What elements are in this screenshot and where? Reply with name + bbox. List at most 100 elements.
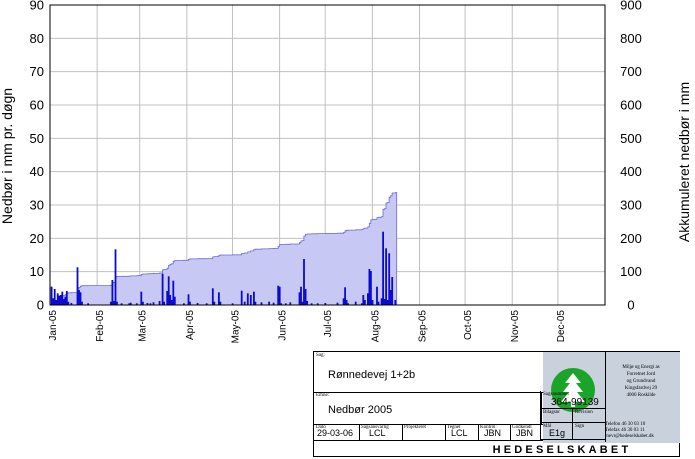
month-tick-label: Apr-05 bbox=[185, 310, 196, 340]
bar-day-139 bbox=[260, 302, 263, 305]
precipitation-chart: 0 10 20 30 40 50 60 70 80 90 0 100 200 300 400 500 600 7… bbox=[0, 0, 692, 344]
kontrol-value: JBN bbox=[484, 428, 502, 438]
bar-day-53 bbox=[129, 302, 132, 305]
y-tick-label: 60 bbox=[30, 98, 44, 113]
right-y-ticks: 0 100 200 300 400 500 600 700 800 900 bbox=[620, 0, 642, 313]
month-tick-label: Dec-05 bbox=[556, 310, 567, 343]
bar-day-112 bbox=[219, 301, 222, 305]
kontrol-cell: Kontrol JBN bbox=[478, 424, 510, 440]
bar-day-169 bbox=[306, 301, 308, 305]
bar-day-57 bbox=[135, 303, 138, 305]
bar-day-78 bbox=[167, 276, 170, 305]
company-contact: Telefon 46 30 03 10 Telefax 46 30 03 11 … bbox=[605, 422, 654, 439]
month-tick-label: Sep-05 bbox=[417, 310, 428, 343]
bar-day-5 bbox=[56, 293, 59, 305]
bar-day-212 bbox=[371, 300, 374, 305]
bar-day-82 bbox=[173, 296, 176, 305]
y2-tick-label: 800 bbox=[620, 31, 642, 46]
y-tick-label: 40 bbox=[30, 164, 44, 179]
month-tick-label: Aug-05 bbox=[370, 310, 381, 343]
bar-day-40 bbox=[110, 301, 112, 305]
bar-day-176 bbox=[316, 303, 319, 305]
bar-day-205 bbox=[360, 303, 363, 305]
bar-day-150 bbox=[277, 285, 280, 305]
bar-day-181 bbox=[324, 303, 327, 305]
sagsansvarlig-value: LCL bbox=[369, 428, 386, 438]
panel-divider bbox=[605, 351, 606, 442]
godkendt-cell: Godkendt JBN bbox=[510, 424, 543, 440]
bar-day-165 bbox=[300, 286, 302, 305]
maal-value: E1g bbox=[549, 428, 566, 438]
y2-tick-label: 300 bbox=[620, 198, 642, 213]
bar-day-130 bbox=[246, 293, 249, 305]
bar-day-103 bbox=[205, 303, 208, 305]
bar-day-72 bbox=[158, 301, 161, 305]
bar-day-210 bbox=[368, 269, 371, 305]
bilagsnr-label: Bilagsnr bbox=[543, 410, 560, 415]
bar-day-111 bbox=[218, 292, 220, 305]
month-tick-label: Nov-05 bbox=[510, 310, 521, 343]
bar-day-44 bbox=[116, 301, 118, 305]
left-y-ticks: 0 10 20 30 40 50 60 70 80 90 bbox=[30, 0, 44, 313]
month-tick-label: Oct-05 bbox=[463, 310, 474, 340]
title-block: Sag: Rønnedevej 1+2b Emne: Nedbør 2005 D… bbox=[313, 351, 680, 457]
bar-day-134 bbox=[253, 291, 255, 305]
bar-day-91 bbox=[187, 294, 190, 305]
bar-day-216 bbox=[377, 301, 380, 305]
bar-day-193 bbox=[342, 298, 345, 305]
bar-day-211 bbox=[370, 271, 372, 305]
maal-label: Mål bbox=[543, 424, 552, 429]
bar-day-207 bbox=[364, 300, 366, 305]
emne-label: Emne: bbox=[316, 393, 330, 398]
sag-cell: Sag: Rønnedevej 1+2b bbox=[314, 352, 543, 392]
emne-value: Nedbør 2005 bbox=[328, 404, 393, 416]
month-tick-label: Jun-05 bbox=[278, 310, 289, 341]
month-tick-label: Jan-05 bbox=[48, 310, 59, 341]
bar-day-223 bbox=[388, 253, 391, 305]
bar-day-224 bbox=[389, 290, 392, 305]
bar-day-2 bbox=[52, 298, 54, 305]
y-tick-label: 10 bbox=[30, 264, 44, 279]
bar-day-166 bbox=[301, 301, 304, 305]
bar-day-66 bbox=[149, 303, 152, 305]
sagsnummer-label: Sagsnummer bbox=[543, 392, 570, 397]
month-tick-label: Mar-05 bbox=[138, 310, 149, 342]
bar-day-52 bbox=[128, 303, 131, 305]
bar-day-74 bbox=[161, 273, 164, 305]
y2-tick-label: 200 bbox=[620, 231, 642, 246]
bar-day-107 bbox=[211, 288, 214, 305]
y-tick-label: 80 bbox=[30, 31, 44, 46]
bar-day-209 bbox=[367, 293, 369, 305]
bar-day-8 bbox=[61, 291, 64, 305]
y2-axis-label: Akkumuleret nedbør i mm bbox=[676, 82, 692, 242]
emne-cell: Emne: Nedbør 2005 bbox=[314, 392, 541, 424]
month-tick-label: Jul-05 bbox=[323, 310, 334, 338]
bar-day-206 bbox=[362, 295, 365, 305]
bar-day-42 bbox=[113, 301, 115, 305]
month-ticks: Jan-05 Feb-05 Mar-05 Apr-05 May-05 Jun-05 Jul-… bbox=[48, 310, 567, 344]
revision-field: Revision bbox=[573, 409, 605, 423]
bar-day-172 bbox=[310, 303, 313, 305]
y2-tick-label: 100 bbox=[620, 264, 642, 279]
company-address: Miljø og Energi as Forretnet Jord og Gru… bbox=[622, 365, 660, 398]
bar-day-3 bbox=[53, 289, 56, 305]
maal-field: Mål E1g bbox=[540, 423, 573, 439]
bar-day-194 bbox=[344, 287, 346, 305]
bar-day-227 bbox=[394, 300, 397, 305]
bar-day-14 bbox=[70, 303, 73, 305]
bar-day-6 bbox=[58, 295, 61, 305]
bar-day-10 bbox=[64, 296, 67, 305]
bar-day-43 bbox=[114, 249, 117, 305]
bar-day-152 bbox=[280, 303, 283, 305]
bar-day-19 bbox=[78, 290, 80, 305]
bar-day-201 bbox=[354, 301, 357, 305]
bar-day-12 bbox=[67, 301, 70, 305]
bar-day-41 bbox=[111, 280, 114, 305]
tegnet-label: Tegnet bbox=[447, 425, 461, 430]
y-axis-label: Nedbør i mm pr. døgn bbox=[0, 88, 15, 224]
bar-day-168 bbox=[304, 289, 307, 305]
y-tick-label: 30 bbox=[30, 198, 44, 213]
bar-day-4 bbox=[55, 300, 58, 305]
bar-day-1 bbox=[50, 286, 53, 305]
y-tick-label: 90 bbox=[30, 0, 44, 13]
